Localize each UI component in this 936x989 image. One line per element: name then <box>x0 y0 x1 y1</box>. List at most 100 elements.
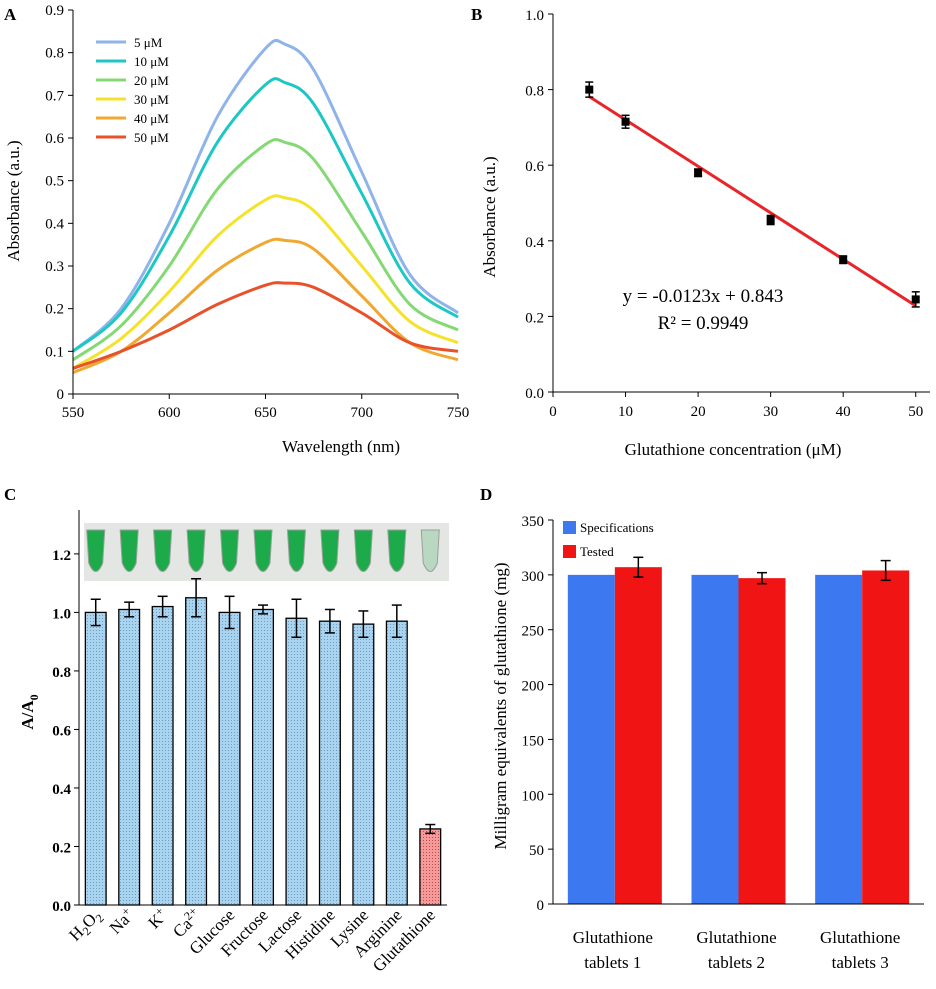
panel-c-tube-8 <box>320 529 340 572</box>
panel-b-x-tick-label: 0 <box>549 404 557 420</box>
panel-c-y-tick-label: 0.6 <box>52 723 71 739</box>
panel-b-r-squared: R² = 0.9949 <box>658 313 749 334</box>
panel-a-legend-label: 20 μM <box>134 73 169 88</box>
panel-b-x-axis-label: Glutathione concentration (μM) <box>625 440 842 459</box>
panel-d-y-tick-label: 250 <box>522 624 545 640</box>
panel-d-category-label-line2: tablets 1 <box>584 953 641 972</box>
panel-b-x-tick-label: 30 <box>763 404 778 420</box>
panel-a-letter: A <box>4 5 17 24</box>
panel-a-y-tick-label: 0.9 <box>45 3 64 19</box>
panel-a-y-tick-label: 0 <box>57 387 65 403</box>
panel-a-y-tick-label: 0.3 <box>45 259 64 275</box>
panel-a-x-tick-label: 600 <box>158 405 181 421</box>
panel-c-letter: C <box>4 485 16 504</box>
panel-a-y-axis-label: Absorbance (a.u.) <box>4 140 23 261</box>
panel-d-bar-specifications-2 <box>691 574 739 904</box>
panel-b-x-tick-label: 20 <box>691 404 706 420</box>
panel-d-letter: D <box>480 485 492 504</box>
panel-b-x-tick-label: 40 <box>836 404 851 420</box>
panel-b-y-tick-label: 0.0 <box>525 386 544 402</box>
panel-b-data-point <box>585 85 594 94</box>
panel-b-y-tick-label: 1.0 <box>525 8 544 24</box>
panel-c-category-label: H2O2 <box>65 905 106 946</box>
panel-d-y-tick-label: 150 <box>522 733 545 749</box>
panel-a-y-tick-label: 0.5 <box>45 174 64 190</box>
panel-a-y-tick-label: 0.4 <box>45 216 64 232</box>
panel-c-tube-6 <box>253 529 273 572</box>
panel-a-x-tick-label: 700 <box>351 405 374 421</box>
panel-d-category-label-line1: Glutathione <box>573 928 653 947</box>
panel-c-bar-1 <box>84 611 107 906</box>
panel-c-y-axis-label: A/A0 <box>18 694 41 729</box>
panel-c-tube-10 <box>387 529 407 572</box>
panel-a-x-axis-label: Wavelength (nm) <box>282 437 400 456</box>
panel-c-tube-9 <box>353 529 373 572</box>
panel-d-legend-label: Specifications <box>580 520 654 535</box>
panel-b-fit-line <box>588 95 917 308</box>
panel-d-category-label-line2: tablets 2 <box>708 953 765 972</box>
panel-c-bar-6 <box>251 608 275 906</box>
panel-c-tube-2 <box>119 529 139 572</box>
panel-d-y-tick-label: 100 <box>522 788 545 804</box>
panel-c-tube-4 <box>186 529 206 572</box>
panel-c-y-tick-label: 0.0 <box>52 899 71 915</box>
panel-b-y-tick-label: 0.2 <box>525 310 544 326</box>
panel-c-y-tick-label: 0.2 <box>52 840 71 856</box>
panel-d-category-label-line1: Glutathione <box>820 928 900 947</box>
panel-d-legend-swatch <box>563 545 576 558</box>
panel-d-bar-specifications-1 <box>567 574 615 904</box>
panel-a-legend-label: 50 μM <box>134 130 169 145</box>
panel-c-tube-11 <box>420 529 440 572</box>
panel-b-data-point <box>839 255 848 264</box>
panel-c-tube-1 <box>86 529 106 572</box>
panel-d-y-tick-label: 50 <box>529 843 544 859</box>
panel-b-y-tick-label: 0.8 <box>525 84 544 100</box>
panel-b: B 0 10 20 30 40 50 0.0 0.2 0.4 0.6 0.8 1.0 y = -0.0… <box>471 5 930 459</box>
panel-b-data-point <box>766 216 775 225</box>
panel-b-y-tick-label: 0.4 <box>525 235 544 251</box>
panel-c-bar-2 <box>118 608 141 906</box>
panel-b-letter: B <box>471 5 482 24</box>
panel-c-bar-7 <box>285 617 308 906</box>
panel-b-data-point <box>911 295 920 304</box>
panel-b-data-point <box>694 168 703 177</box>
panel-a-series-line-5 <box>72 237 459 375</box>
panel-b-fit-equation: y = -0.0123x + 0.843 <box>623 286 784 307</box>
panel-c-bar-9 <box>352 623 375 906</box>
panel-b-y-axis-label: Absorbance (a.u.) <box>480 156 499 277</box>
panel-b-data-point <box>621 117 630 126</box>
panel-c-tube-3 <box>153 529 173 572</box>
panel-d-category-label-line1: Glutathione <box>696 928 776 947</box>
panel-a: A 550 600 650 700 750 0 0.1 0.2 0.3 0.4 0.5 0.6 0.7 0… <box>4 3 469 456</box>
panel-a-series-line-6 <box>72 281 459 370</box>
panel-d-y-tick-label: 300 <box>522 569 545 585</box>
panel-d-bar-tested-3 <box>862 570 910 904</box>
panel-d-category-label-line2: tablets 3 <box>832 953 889 972</box>
panel-c-tube-5 <box>220 529 240 572</box>
panel-c-category-label: Na+ <box>104 904 138 938</box>
panel-d-bar-specifications-3 <box>815 574 863 904</box>
panel-d-y-tick-label: 200 <box>522 679 545 695</box>
panel-c: C 0.00.20.40.60.81.01.2 H2O2 Na+ K+Ca2+Glu… <box>4 485 449 976</box>
panel-a-legend-label: 5 μM <box>134 35 163 50</box>
panel-d-bar-tested-2 <box>738 578 786 904</box>
panel-b-x-tick-label: 10 <box>618 404 633 420</box>
panel-a-y-tick-label: 0.1 <box>45 344 64 360</box>
panel-a-series-line-1 <box>72 38 459 353</box>
panel-a-x-tick-label: 550 <box>62 405 85 421</box>
panel-c-y-tick-label: 0.8 <box>52 665 71 681</box>
panel-d-legend-label: Tested <box>580 544 614 559</box>
panel-b-y-tick-label: 0.6 <box>525 159 544 175</box>
panel-a-series-line-4 <box>72 194 459 370</box>
panel-c-bar-5 <box>218 611 241 906</box>
panel-a-x-tick-label: 750 <box>447 405 470 421</box>
panel-c-y-tick-label: 1.2 <box>52 548 71 564</box>
panel-d-legend-swatch <box>563 521 576 534</box>
panel-c-category-label: K+ <box>143 904 171 932</box>
panel-b-x-tick-label: 50 <box>908 404 923 420</box>
panel-c-bar-4 <box>185 597 208 906</box>
panel-c-y-tick-label: 1.0 <box>52 606 71 622</box>
panel-a-y-tick-label: 0.2 <box>45 302 64 318</box>
panel-a-y-tick-label: 0.8 <box>45 46 64 62</box>
